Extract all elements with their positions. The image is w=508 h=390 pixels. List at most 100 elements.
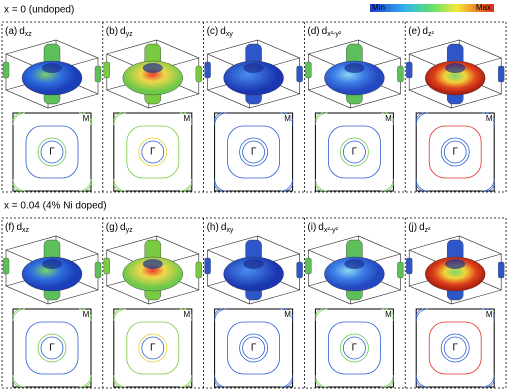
panel: (c) dxy Γ M — [204, 26, 303, 192]
orbital: d — [120, 26, 126, 37]
corner-contour — [78, 178, 92, 192]
panel-label: (j) dz² — [408, 222, 431, 234]
orbital: d — [422, 26, 428, 37]
panel: (e) dz² Γ M — [406, 26, 505, 192]
corner-contour — [183, 378, 193, 388]
bz-frame — [214, 112, 294, 192]
panel-label: (f) dxz — [5, 222, 30, 234]
panel: (g) dyz Γ M — [103, 222, 202, 388]
m-box — [182, 310, 191, 319]
panel: (a) dxz Γ M — [2, 26, 102, 192]
gamma-label: Γ — [150, 147, 156, 158]
colorbar — [370, 4, 494, 12]
inner-contour — [342, 336, 366, 360]
panel-label: (d) dx²-y² — [307, 26, 341, 38]
corner-pocket — [498, 261, 505, 279]
outer-contour — [327, 321, 381, 375]
outer-contour — [227, 321, 281, 375]
corner-contour — [482, 178, 495, 192]
section-title: x = 0 (undoped) — [4, 5, 74, 16]
panel: (d) dx²-y² Γ M — [305, 26, 404, 192]
corner-pocket — [305, 257, 312, 275]
corner-pocket — [204, 61, 211, 79]
panel-label: (b) dyz — [106, 26, 133, 38]
m-box — [82, 310, 90, 319]
m-box — [283, 114, 292, 123]
inner-contour — [141, 336, 165, 360]
corner-pocket — [406, 61, 413, 79]
fermi-sheet — [324, 60, 385, 96]
outer-contour — [428, 321, 482, 375]
orbital-sub: x²-y² — [327, 31, 342, 38]
corner-contour — [315, 374, 328, 388]
inner-contour — [440, 333, 470, 363]
corner-contour — [113, 308, 126, 322]
gamma-label: Γ — [352, 147, 358, 158]
gamma-box — [47, 146, 57, 158]
inner-contour — [239, 137, 269, 167]
corner-contour — [415, 178, 429, 192]
panel-tag: (c) — [207, 26, 219, 37]
section-title: x = 0.04 (4% Ni doped) — [4, 201, 107, 212]
corner-contour — [214, 112, 227, 126]
corner-contour — [284, 378, 293, 388]
m-label: M — [284, 114, 291, 123]
m-label: M — [83, 310, 90, 319]
fermi-sheet — [122, 60, 184, 96]
inner-contour — [242, 336, 266, 360]
corner-contour — [12, 112, 26, 126]
corner-contour — [315, 308, 324, 318]
bz-frame — [415, 112, 495, 192]
m-box — [384, 114, 393, 123]
corner-contour — [12, 374, 26, 388]
section-frame — [1, 21, 507, 193]
m-label: M — [183, 114, 190, 123]
corner-pocket — [94, 261, 102, 279]
corner-contour — [113, 182, 122, 192]
panel: (f) dxz Γ M — [2, 222, 102, 388]
corner-contour — [113, 308, 122, 318]
corner-contour — [415, 182, 425, 192]
corner-contour — [12, 308, 26, 322]
section-frame — [1, 217, 507, 389]
orbital-sub: yz — [126, 227, 134, 234]
m-box — [384, 310, 393, 319]
panel-label: (c) dxy — [207, 26, 234, 38]
panel-label: (h) dxy — [207, 222, 234, 234]
m-box — [485, 310, 494, 319]
corner-contour — [415, 378, 425, 388]
corner-pocket — [103, 61, 110, 79]
orbital-sub: xz — [25, 31, 33, 38]
bz-frame — [214, 308, 294, 388]
panel-label: (i) dx²-y² — [307, 222, 338, 234]
orbital: d — [19, 26, 25, 37]
m-label: M — [486, 310, 493, 319]
corner-contour — [113, 178, 126, 192]
inner-contour — [138, 333, 168, 363]
corner-contour — [385, 378, 394, 388]
corner-contour — [486, 182, 495, 192]
panel-tag: (j) — [408, 222, 417, 233]
bz-frame — [415, 308, 495, 388]
corner-pocket — [94, 65, 102, 83]
fermi-neck — [243, 63, 264, 73]
inner-contour — [40, 336, 64, 360]
bz-frame — [12, 112, 92, 192]
bz-frame — [113, 308, 193, 388]
gamma-box — [248, 342, 259, 354]
orbital-sub: xy — [226, 227, 234, 234]
gamma-box — [349, 342, 360, 354]
gamma-label: Γ — [251, 343, 257, 354]
orbital: d — [318, 222, 324, 233]
panel-tag: (i) — [307, 222, 316, 233]
corner-contour — [284, 182, 293, 192]
gamma-label: Γ — [452, 343, 458, 354]
corner-pocket — [204, 257, 211, 275]
corner-contour — [315, 182, 324, 192]
outer-contour — [327, 125, 381, 179]
panel-tag: (a) — [5, 26, 17, 37]
fermi-neck — [344, 63, 365, 73]
gamma-box — [47, 342, 57, 354]
corner-contour — [315, 308, 328, 322]
corner-contour — [113, 112, 122, 122]
